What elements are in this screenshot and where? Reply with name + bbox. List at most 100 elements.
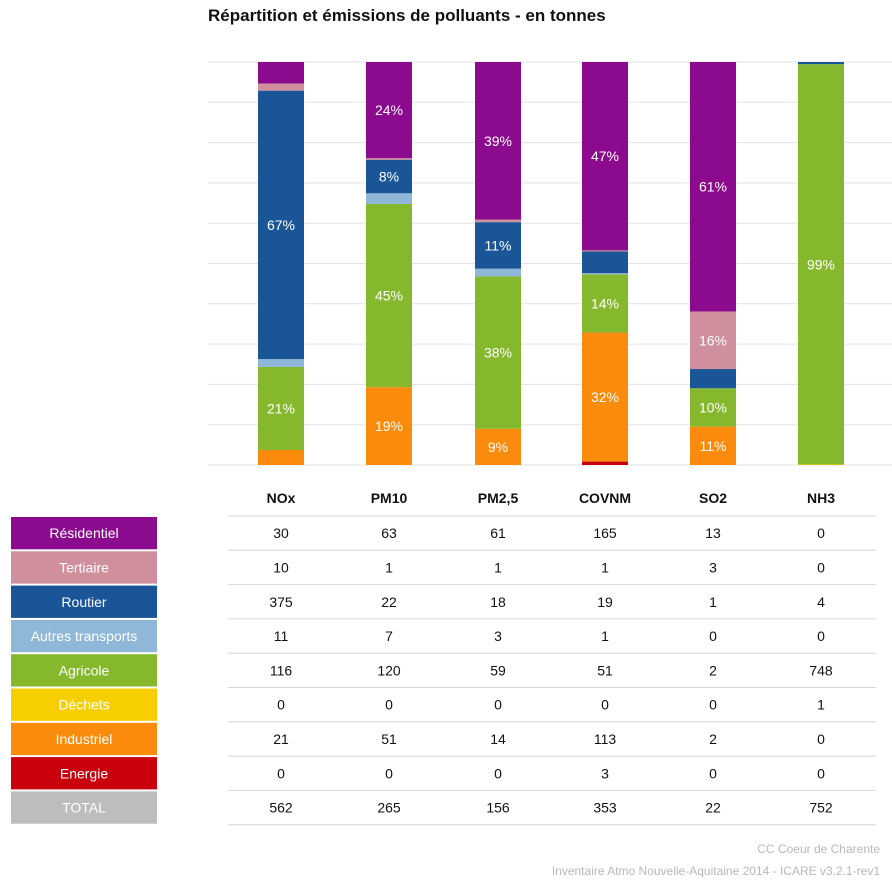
bar-segment bbox=[475, 268, 521, 277]
table-cell: 63 bbox=[381, 525, 397, 541]
segment-label: 19% bbox=[375, 418, 403, 434]
table-cell: 0 bbox=[277, 765, 285, 781]
legend-label: Industriel bbox=[56, 731, 113, 747]
bar-segment bbox=[366, 159, 412, 194]
table-cell: 61 bbox=[490, 525, 506, 541]
segment-labels: 67% 21% 24% 8% 45% 19% 39% 11% 38% 9% 47% 14% 32% 61%… bbox=[267, 102, 835, 455]
legend-label: Déchets bbox=[58, 697, 109, 713]
bar-segment bbox=[582, 62, 628, 251]
legend-label: Résidentiel bbox=[49, 525, 118, 541]
legend-label: Tertiaire bbox=[59, 559, 109, 575]
table-cell: 156 bbox=[486, 800, 510, 816]
bar-segment bbox=[690, 426, 736, 465]
column-header: PM2,5 bbox=[478, 490, 519, 506]
table-cell: 19 bbox=[597, 594, 613, 610]
bar-segment bbox=[690, 62, 736, 312]
table-cell: 0 bbox=[817, 628, 825, 644]
table-cell: 59 bbox=[490, 662, 506, 678]
segment-label: 47% bbox=[591, 148, 619, 164]
bar-segment bbox=[582, 332, 628, 462]
table-cell: 0 bbox=[817, 559, 825, 575]
bar-segment bbox=[582, 273, 628, 275]
table-cell: 51 bbox=[381, 731, 397, 747]
segment-label: 99% bbox=[807, 256, 835, 272]
table-cell: 0 bbox=[709, 765, 717, 781]
table-cell: 1 bbox=[817, 697, 825, 713]
legend-label: Agricole bbox=[59, 662, 110, 678]
table-cell: 7 bbox=[385, 628, 393, 644]
segment-label: 21% bbox=[267, 400, 295, 416]
legend-label: TOTAL bbox=[62, 800, 106, 816]
bar-segment bbox=[582, 274, 628, 333]
table-cell: 752 bbox=[809, 800, 833, 816]
bar-segment bbox=[690, 388, 736, 427]
legend-swatch bbox=[11, 619, 157, 653]
bar-segment bbox=[366, 158, 412, 160]
bar-segment bbox=[798, 464, 844, 465]
table-cell: 2 bbox=[709, 662, 717, 678]
legend-swatch bbox=[11, 757, 157, 790]
table-cell: 51 bbox=[597, 662, 613, 678]
legend-swatch bbox=[11, 791, 157, 824]
table-cell: 116 bbox=[270, 662, 293, 678]
table-cell: 3 bbox=[709, 559, 717, 575]
legend-label: Energie bbox=[60, 765, 108, 781]
bar-segment bbox=[798, 64, 844, 465]
table-cell: 13 bbox=[705, 525, 721, 541]
segment-label: 9% bbox=[488, 439, 508, 455]
table-cell: 375 bbox=[269, 594, 293, 610]
legend-swatch bbox=[11, 688, 157, 721]
table-cell: 165 bbox=[593, 525, 617, 541]
table-cell: 748 bbox=[809, 662, 833, 678]
table-cell: 11 bbox=[274, 628, 289, 644]
table-cell: 0 bbox=[817, 525, 825, 541]
legend-swatch bbox=[11, 654, 157, 687]
legend-label: Routier bbox=[61, 594, 106, 610]
segment-label: 11% bbox=[700, 438, 727, 454]
segment-label: 67% bbox=[267, 217, 295, 233]
bar-segment bbox=[366, 193, 412, 204]
chart-title: Répartition et émissions de polluants - … bbox=[208, 6, 606, 25]
segment-label: 61% bbox=[699, 179, 727, 195]
legend-label: Autres transports bbox=[31, 628, 138, 644]
column-header: SO2 bbox=[699, 490, 727, 506]
table-cell: 1 bbox=[385, 559, 393, 575]
footer: CC Coeur de Charente Inventaire Atmo Nou… bbox=[552, 838, 880, 882]
bar-segment bbox=[475, 276, 521, 429]
bar-segment bbox=[798, 62, 844, 65]
table-cell: 0 bbox=[385, 697, 393, 713]
table-cell: 22 bbox=[705, 800, 721, 816]
table-cell: 0 bbox=[385, 765, 393, 781]
table-cell: 1 bbox=[601, 559, 609, 575]
table-cell: 0 bbox=[817, 731, 825, 747]
table-cell: 562 bbox=[269, 800, 293, 816]
gridlines bbox=[208, 61, 892, 466]
table-cell: 1 bbox=[601, 628, 609, 644]
bar-segment bbox=[582, 251, 628, 274]
table-cell: 0 bbox=[277, 697, 285, 713]
bar-segment bbox=[475, 62, 521, 220]
table-cell: 3 bbox=[601, 765, 609, 781]
bar-segment bbox=[582, 250, 628, 252]
table-cell: 265 bbox=[377, 800, 401, 816]
bar-segment bbox=[258, 62, 304, 84]
table-cell: 3 bbox=[494, 628, 502, 644]
bar-segment bbox=[258, 366, 304, 450]
legend: Résidentiel Tertiaire Routier Autres transp… bbox=[11, 517, 157, 824]
table-cell: 21 bbox=[273, 731, 289, 747]
bar-segment bbox=[366, 387, 412, 465]
column-header: NOx bbox=[267, 490, 296, 506]
bar-segment bbox=[258, 359, 304, 367]
table-cell: 14 bbox=[490, 731, 506, 747]
column-header: COVNM bbox=[579, 490, 631, 506]
table-cell: 0 bbox=[494, 765, 502, 781]
table-cell: 1 bbox=[494, 559, 502, 575]
segment-label: 39% bbox=[484, 133, 512, 149]
segment-label: 14% bbox=[591, 295, 619, 311]
table-cell: 4 bbox=[817, 594, 825, 610]
table-cell: 113 bbox=[594, 731, 617, 747]
table-cell: 353 bbox=[593, 800, 617, 816]
legend-swatch bbox=[11, 517, 157, 550]
